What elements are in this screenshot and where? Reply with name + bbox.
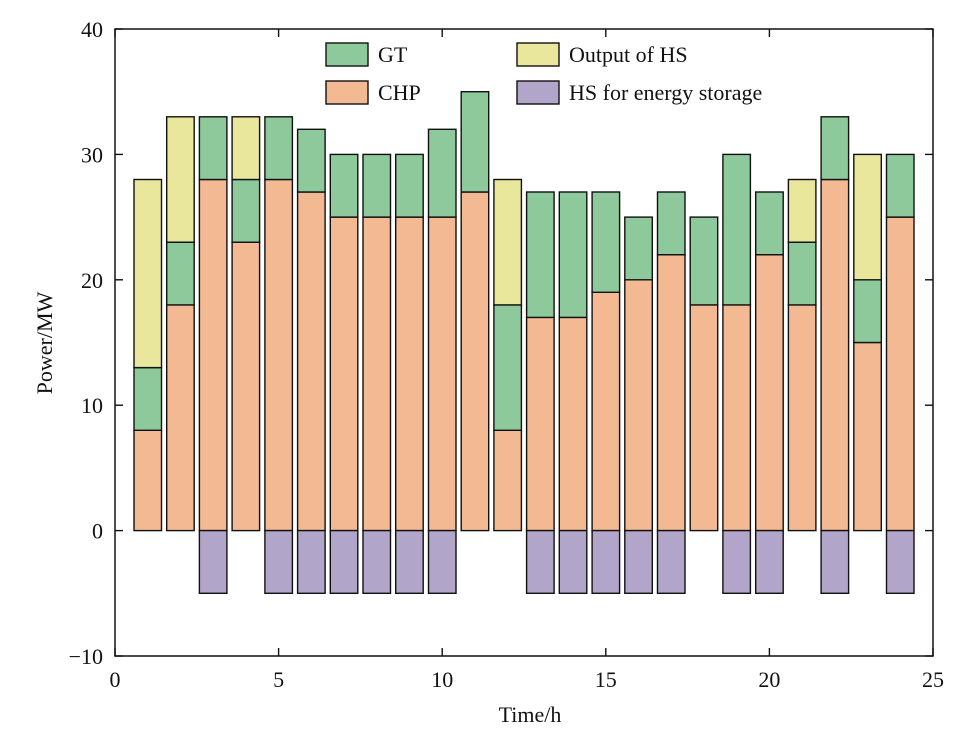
y-tick-label-30: 30	[81, 142, 103, 167]
bar-gt-14	[558, 191, 588, 319]
legend-swatch-output-of-hs	[516, 42, 560, 67]
bar-chp-14	[558, 316, 588, 532]
bar-gt-18	[689, 216, 719, 306]
bar-gt-13	[525, 191, 555, 319]
bar-chp-6	[296, 191, 326, 532]
bar-hs-for-energy-storage-5	[264, 529, 294, 594]
bar-output-of-hs-4	[231, 116, 261, 181]
y-tick-label-10: 10	[81, 393, 103, 418]
bar-gt-20	[755, 191, 784, 256]
bar-chp-18	[689, 304, 719, 532]
bar-output-of-hs-2	[165, 116, 195, 243]
bar-gt-12	[493, 304, 523, 431]
bar-hs-for-energy-storage-15	[591, 529, 621, 594]
bar-gt-2	[165, 241, 195, 306]
bar-chp-23	[853, 341, 882, 532]
bar-chp-15	[591, 291, 621, 532]
bar-gt-7	[329, 153, 359, 218]
bar-hs-for-energy-storage-8	[362, 529, 392, 594]
legend-label-hs-for-energy-storage: HS for energy storage	[569, 80, 762, 105]
bar-chp-2	[165, 304, 195, 532]
y-tick-label-0: 0	[92, 519, 103, 544]
bar-hs-for-energy-storage-9	[395, 529, 424, 594]
bar-gt-1	[133, 366, 163, 432]
bar-chp-8	[362, 216, 392, 532]
bar-chp-22	[820, 178, 850, 532]
legend-label-output-of-hs: Output of HS	[569, 42, 688, 67]
bar-output-of-hs-12	[493, 178, 523, 306]
bar-gt-8	[362, 153, 392, 218]
bar-hs-for-energy-storage-22	[820, 529, 850, 594]
bar-gt-5	[264, 116, 294, 181]
bar-chp-19	[722, 304, 752, 532]
bar-hs-for-energy-storage-20	[755, 529, 784, 594]
bar-gt-6	[296, 128, 326, 193]
x-axis-title: Time/h	[499, 702, 562, 727]
bar-chp-10	[427, 216, 457, 532]
bar-chp-9	[395, 216, 424, 532]
y-tick-label--10: −10	[69, 644, 103, 669]
bar-chp-16	[624, 279, 653, 532]
bar-hs-for-energy-storage-13	[525, 529, 555, 594]
legend: GT Output of HS CHP HS for energy storag…	[325, 42, 762, 105]
y-axis-title: Power/MW	[32, 291, 57, 394]
bar-chp-4	[231, 241, 261, 532]
bar-output-of-hs-23	[853, 153, 882, 281]
x-tick-label-15: 15	[595, 667, 617, 692]
legend-swatch-chp	[325, 80, 369, 105]
bar-gt-17	[656, 191, 686, 256]
bar-hs-for-energy-storage-24	[885, 529, 915, 594]
bar-output-of-hs-1	[133, 178, 163, 369]
bar-output-of-hs-21	[787, 178, 817, 243]
bar-chp-20	[755, 253, 784, 532]
bar-hs-for-energy-storage-14	[558, 529, 588, 594]
bar-chp-24	[885, 216, 915, 532]
bar-hs-for-energy-storage-3	[198, 529, 228, 594]
bar-chp-21	[787, 304, 817, 532]
bar-chp-5	[264, 178, 294, 532]
bar-gt-9	[395, 153, 424, 218]
bar-gt-21	[787, 241, 817, 306]
bar-chp-1	[133, 429, 163, 532]
bars-layer	[133, 90, 915, 594]
x-tick-label-20: 20	[758, 667, 780, 692]
bar-gt-23	[853, 279, 882, 344]
bar-chp-17	[656, 253, 686, 532]
bar-chp-13	[525, 316, 555, 532]
bar-gt-15	[591, 191, 621, 294]
bar-gt-16	[624, 216, 653, 281]
bar-hs-for-energy-storage-16	[624, 529, 653, 594]
bar-chp-11	[460, 191, 490, 532]
x-tick-label-5: 5	[273, 667, 284, 692]
x-tick-label-10: 10	[431, 667, 453, 692]
x-tick-label-0: 0	[110, 667, 121, 692]
legend-swatch-gt	[325, 42, 369, 67]
bar-chp-7	[329, 216, 359, 532]
x-tick-label-25: 25	[922, 667, 944, 692]
legend-swatch-hs-for-energy-storage	[516, 80, 560, 105]
bar-gt-3	[198, 116, 228, 181]
bar-gt-11	[460, 90, 490, 193]
legend-label-chp: CHP	[378, 80, 421, 105]
bar-hs-for-energy-storage-10	[427, 529, 457, 594]
plot-frame	[114, 28, 934, 657]
bar-gt-24	[885, 153, 915, 218]
axis-ticks: 0 5 10 15 20 25 −10 0 10 20 30 40	[69, 17, 944, 692]
bar-gt-4	[231, 178, 261, 243]
y-tick-label-40: 40	[81, 17, 103, 42]
bar-chp-3	[198, 178, 228, 532]
bar-gt-19	[722, 153, 752, 306]
bar-hs-for-energy-storage-19	[722, 529, 752, 594]
bar-chp-12	[493, 429, 523, 532]
bar-hs-for-energy-storage-17	[656, 529, 686, 594]
bar-gt-10	[427, 128, 457, 218]
y-tick-label-20: 20	[81, 268, 103, 293]
bar-hs-for-energy-storage-6	[296, 529, 326, 594]
bar-gt-22	[820, 116, 850, 181]
bar-hs-for-energy-storage-7	[329, 529, 359, 594]
legend-label-gt: GT	[378, 42, 408, 67]
